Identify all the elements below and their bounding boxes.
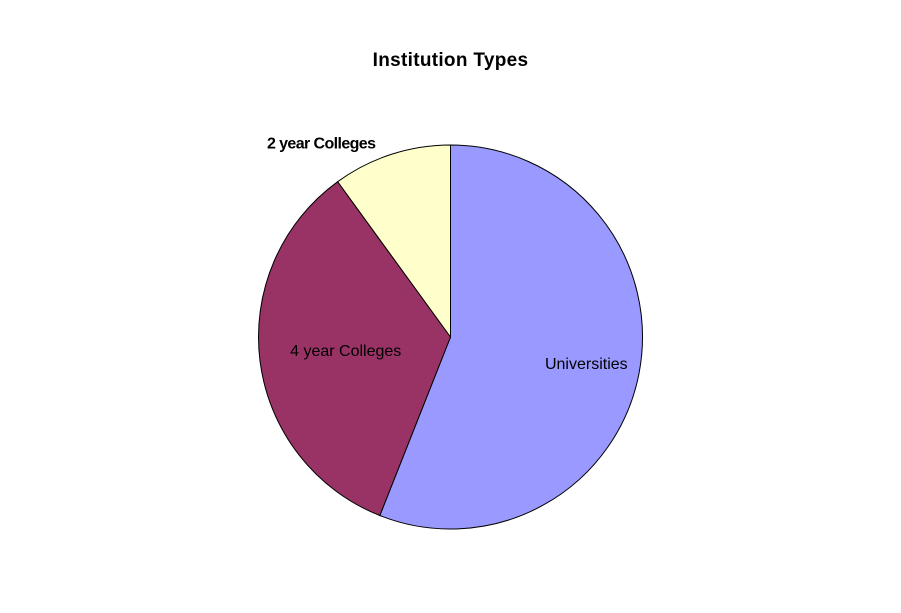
pie-labels: Universities 4 year Colleges 2 year Colleg… xyxy=(267,135,628,373)
slice-label-2-year-colleges: 2 year Colleges xyxy=(267,135,376,152)
slice-label-universities: Universities xyxy=(545,356,628,373)
chart-title: Institution Types xyxy=(372,50,529,71)
pie-slice-universities xyxy=(379,144,643,530)
pie-slice-2-year-colleges xyxy=(336,144,451,339)
pie-slice-4-year-colleges xyxy=(258,180,452,517)
slice-label-4-year-colleges: 4 year Colleges xyxy=(290,343,401,360)
pie-slices xyxy=(258,144,643,530)
